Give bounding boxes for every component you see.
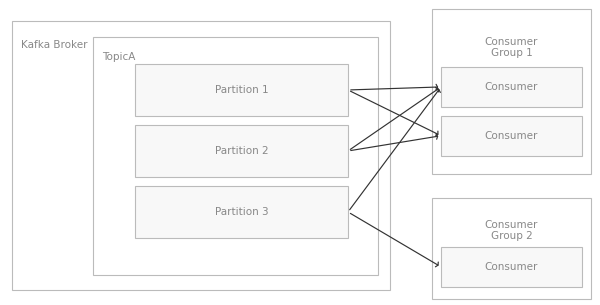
FancyBboxPatch shape [135, 64, 348, 116]
FancyBboxPatch shape [432, 9, 591, 174]
Text: Partition 1: Partition 1 [215, 85, 268, 95]
Text: Consumer: Consumer [485, 131, 538, 141]
Text: Consumer: Consumer [485, 262, 538, 272]
Text: Consumer
Group 1: Consumer Group 1 [485, 37, 538, 58]
FancyBboxPatch shape [135, 186, 348, 238]
FancyBboxPatch shape [441, 67, 582, 107]
FancyBboxPatch shape [441, 247, 582, 287]
Text: Consumer: Consumer [485, 82, 538, 92]
Text: TopicA: TopicA [102, 52, 136, 62]
FancyBboxPatch shape [12, 21, 390, 290]
FancyBboxPatch shape [93, 37, 378, 274]
FancyBboxPatch shape [135, 125, 348, 177]
Text: Partition 2: Partition 2 [215, 146, 268, 156]
Text: Partition 3: Partition 3 [215, 207, 268, 217]
Text: Kafka Broker: Kafka Broker [21, 40, 88, 50]
Text: Consumer
Group 2: Consumer Group 2 [485, 220, 538, 241]
FancyBboxPatch shape [432, 198, 591, 299]
FancyBboxPatch shape [441, 116, 582, 156]
